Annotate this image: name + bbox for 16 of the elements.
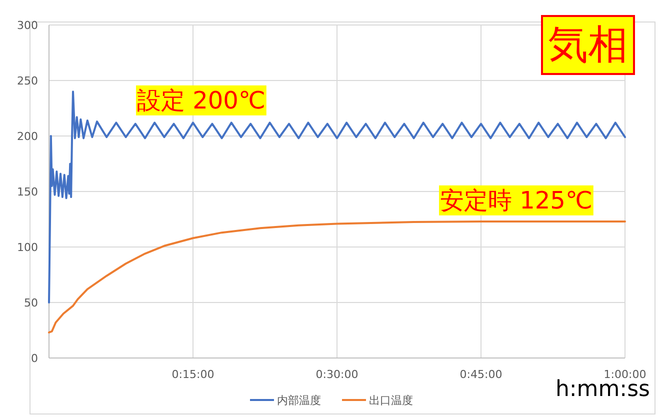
y-tick-label: 300 <box>17 19 38 32</box>
y-tick-label: 250 <box>17 74 38 88</box>
annotation: 安定時 125℃ <box>440 186 592 214</box>
y-tick-label: 200 <box>17 130 38 143</box>
annotation: 設定 200℃ <box>137 86 266 114</box>
legend-label: 出口温度 <box>369 394 413 407</box>
annotation: 気相 <box>548 22 628 68</box>
line-series <box>48 220 626 334</box>
y-tick-label: 0 <box>31 352 38 365</box>
y-tick-label: 50 <box>24 296 38 310</box>
x-tick-label: 0:30:00 <box>316 368 358 381</box>
legend-label: 内部温度 <box>277 394 321 407</box>
x-tick-label: 0:45:00 <box>460 368 502 381</box>
y-tick-label: 150 <box>17 186 38 198</box>
y-tick-label: 100 <box>17 241 38 254</box>
x-tick-label: 0:15:00 <box>172 368 214 381</box>
